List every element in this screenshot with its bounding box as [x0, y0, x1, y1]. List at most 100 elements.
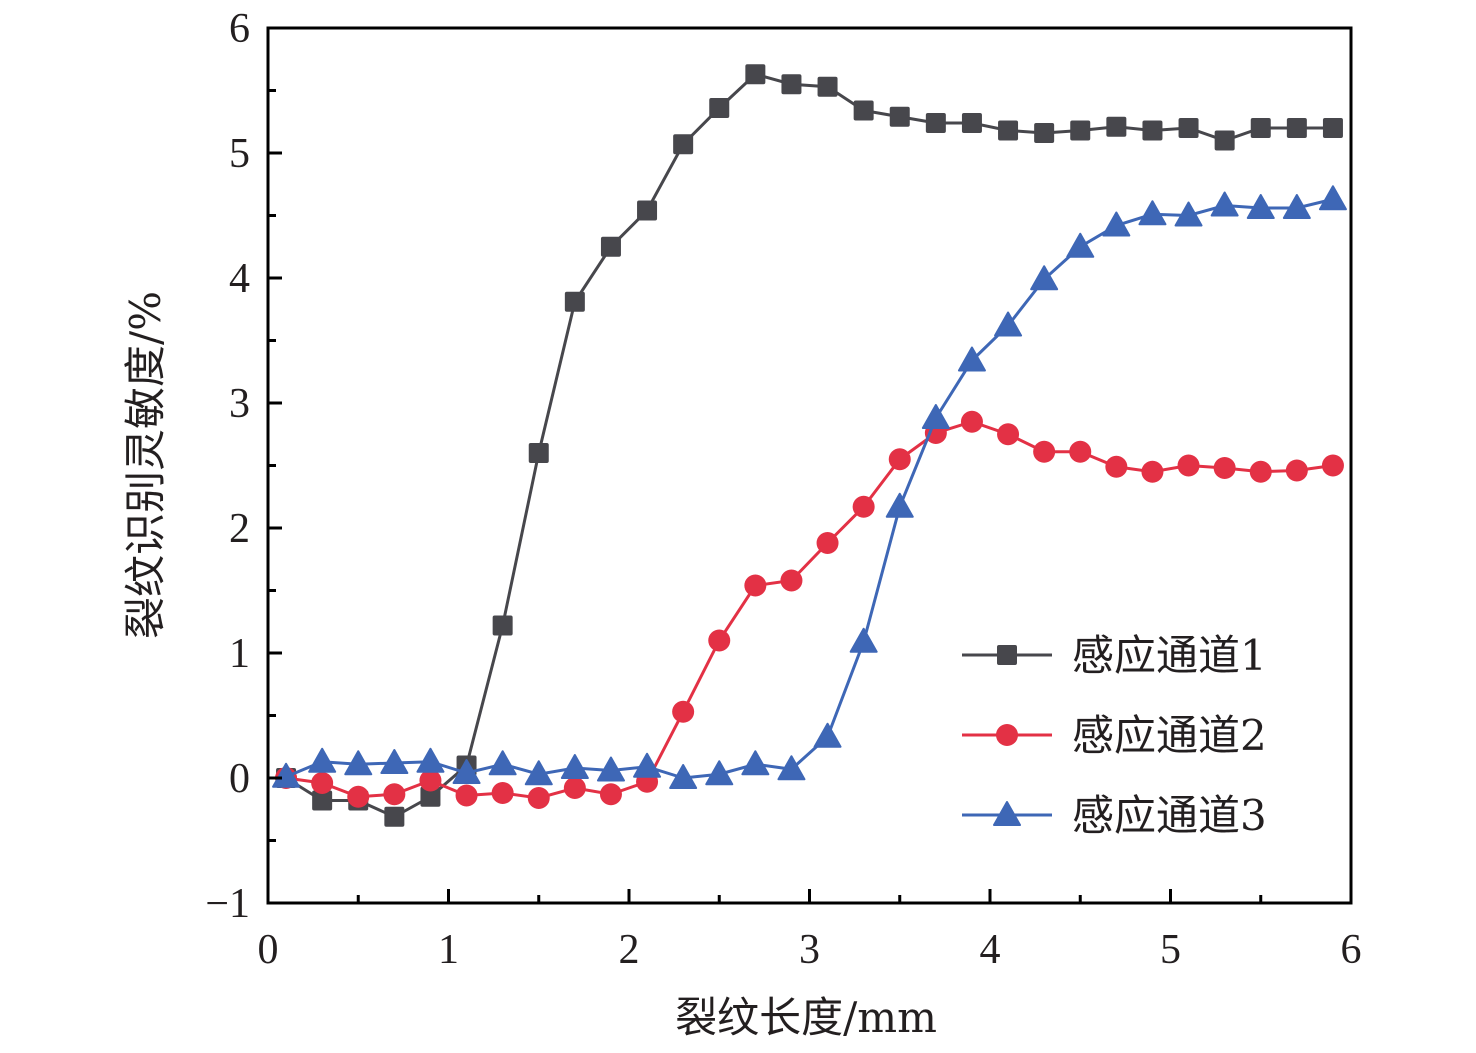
data-point — [1210, 191, 1239, 217]
data-point — [492, 615, 513, 636]
data-point — [1246, 194, 1275, 219]
y-tick-label: 4 — [229, 256, 250, 302]
data-point — [961, 113, 982, 133]
data-point — [633, 752, 662, 778]
x-tick-label: 3 — [799, 927, 820, 973]
data-point — [849, 627, 878, 653]
data-point — [709, 98, 730, 118]
data-point — [888, 448, 911, 471]
legend-label: 感应通道3 — [1072, 791, 1267, 840]
legend-label: 感应通道2 — [1072, 711, 1267, 760]
data-point — [957, 346, 986, 372]
legend-label: 感应通道1 — [1072, 631, 1267, 680]
data-point — [853, 100, 874, 121]
data-point — [705, 760, 734, 786]
data-point — [1070, 120, 1091, 141]
legend: 感应通道1 感应通道2 感应通道3 — [962, 631, 1267, 840]
data-point — [708, 629, 731, 652]
data-point — [672, 700, 695, 723]
data-point — [419, 769, 442, 792]
data-point — [1214, 130, 1235, 151]
data-point — [921, 404, 950, 429]
data-point — [1142, 120, 1163, 141]
y-axis-title: 裂纹识别灵敏度/% — [121, 291, 170, 639]
y-tick-label: 0 — [229, 756, 250, 802]
x-tick-label: 5 — [1160, 927, 1181, 973]
data-point — [599, 783, 622, 806]
x-tick-label: 6 — [1341, 927, 1362, 973]
data-point — [420, 786, 441, 807]
data-point — [1322, 118, 1343, 138]
data-point — [781, 74, 802, 95]
data-point — [780, 569, 803, 592]
data-point — [885, 492, 914, 518]
data-point — [1069, 440, 1092, 463]
x-tick-label: 2 — [619, 927, 640, 973]
data-point — [744, 574, 767, 597]
data-point — [637, 200, 658, 221]
data-point — [312, 790, 333, 811]
data-point — [813, 722, 842, 748]
data-point — [1282, 194, 1311, 219]
x-tick-label: 4 — [980, 927, 1001, 973]
data-point — [1174, 201, 1203, 227]
data-point — [741, 750, 770, 776]
data-point — [563, 777, 586, 799]
data-point — [817, 76, 838, 97]
data-point — [852, 495, 875, 518]
data-point — [1178, 118, 1199, 138]
y-tick-label: 6 — [229, 6, 250, 52]
data-point — [272, 762, 301, 788]
legend-item-3: 感应通道3 — [962, 791, 1267, 840]
data-point — [1285, 459, 1308, 482]
legend-marker — [996, 724, 1018, 746]
x-axis-title: 裂纹长度/mm — [675, 993, 937, 1042]
data-point — [998, 120, 1019, 141]
data-point — [416, 747, 445, 773]
series-2 — [275, 410, 1344, 809]
series-layer — [272, 64, 1347, 827]
data-point — [1249, 460, 1272, 483]
y-tick-label: 1 — [229, 631, 250, 677]
data-point — [925, 113, 946, 133]
x-tick-label: 0 — [258, 927, 279, 973]
y-tick-label: 3 — [229, 381, 250, 427]
data-point — [383, 783, 406, 806]
data-point — [311, 772, 334, 794]
data-point — [1033, 440, 1056, 463]
data-point — [1030, 265, 1059, 291]
data-point — [1177, 454, 1200, 477]
data-point — [384, 806, 405, 827]
y-tick-label: 5 — [229, 131, 250, 177]
data-point — [994, 311, 1023, 337]
data-point — [564, 291, 585, 312]
data-point — [1141, 460, 1164, 483]
data-point — [524, 760, 553, 786]
data-point — [889, 106, 910, 127]
data-point — [669, 764, 698, 789]
y-tick-label: −1 — [205, 881, 250, 927]
data-point — [777, 755, 806, 781]
data-point — [488, 750, 517, 776]
data-point — [1102, 211, 1131, 237]
data-point — [1250, 118, 1271, 138]
data-point — [491, 782, 514, 804]
data-point — [380, 749, 409, 774]
data-point — [960, 410, 983, 433]
legend-marker — [997, 645, 1017, 665]
y-tick-label: 2 — [229, 506, 250, 552]
data-point — [600, 236, 621, 257]
data-point — [527, 787, 550, 809]
data-point — [528, 443, 549, 463]
data-point — [560, 754, 589, 779]
data-point — [596, 756, 625, 782]
legend-item-1: 感应通道1 — [962, 631, 1267, 680]
series-line — [285, 72, 1333, 819]
data-point — [1286, 118, 1307, 138]
series-3 — [272, 185, 1347, 789]
series-line — [285, 197, 1334, 780]
data-point — [455, 784, 478, 807]
data-point — [452, 759, 481, 784]
data-point — [1213, 457, 1236, 479]
